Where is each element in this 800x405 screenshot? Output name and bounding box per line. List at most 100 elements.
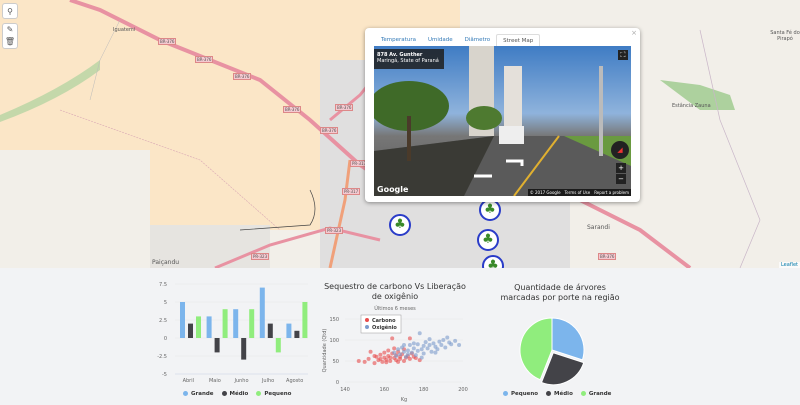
scatter-point[interactable] <box>402 349 406 354</box>
legend-item[interactable]: Pequeno <box>503 391 538 397</box>
legend-item[interactable]: Médio <box>221 391 248 397</box>
scatter-point[interactable] <box>415 342 420 347</box>
scatter-point[interactable] <box>427 343 432 348</box>
scatter-point[interactable] <box>386 348 391 353</box>
scatter-point[interactable] <box>378 356 383 361</box>
edit-icon[interactable]: ✎ <box>6 25 14 34</box>
scatter-point[interactable] <box>453 338 458 343</box>
scatter-point[interactable] <box>405 352 410 357</box>
scatter-point[interactable] <box>449 342 454 347</box>
map[interactable]: ⚲ ✎ 🗑 Iguatemi Paiçandu Sarandi Estância … <box>0 0 800 268</box>
tree-marker-icon[interactable]: ♣ <box>389 214 411 236</box>
zoom-out-button[interactable]: − <box>616 174 626 184</box>
tab-diametro[interactable]: Diâmetro <box>464 37 491 43</box>
scatter-point[interactable] <box>427 337 432 342</box>
scatter-point[interactable] <box>396 347 401 352</box>
scatter-point[interactable] <box>394 353 399 358</box>
pie-slice[interactable] <box>519 317 553 381</box>
scatter-point[interactable] <box>445 335 450 340</box>
scatter-point[interactable] <box>429 349 434 354</box>
bar[interactable] <box>294 330 300 338</box>
scatter-point[interactable] <box>407 336 412 341</box>
scatter-point[interactable] <box>372 361 377 366</box>
scatter-point[interactable] <box>396 359 401 364</box>
scatter-point[interactable] <box>421 351 426 356</box>
bar[interactable] <box>214 338 220 353</box>
scatter-point[interactable] <box>390 336 395 341</box>
scatter-point[interactable] <box>435 347 440 352</box>
legend-item[interactable]: Oxigênio <box>372 324 397 331</box>
scatter-point[interactable] <box>356 359 361 363</box>
scatter-point[interactable] <box>443 345 448 350</box>
bar[interactable] <box>241 338 247 360</box>
legend-item[interactable]: Pequeno <box>256 391 291 397</box>
zoom-in-button[interactable]: + <box>616 163 626 173</box>
marker-icon[interactable]: ⚲ <box>2 3 18 19</box>
scatter-point[interactable] <box>378 352 383 357</box>
tab-umidade[interactable]: Umidade <box>427 37 453 43</box>
scatter-point[interactable] <box>366 356 371 361</box>
bar[interactable] <box>188 323 193 338</box>
close-icon[interactable]: × <box>631 29 637 37</box>
bar[interactable] <box>233 309 239 338</box>
scatter-point[interactable] <box>441 338 446 342</box>
pie-slice[interactable] <box>551 317 585 361</box>
scatter-point[interactable] <box>388 355 393 360</box>
scatter-point[interactable] <box>407 356 412 361</box>
bar[interactable] <box>196 316 201 338</box>
scatter-point[interactable] <box>409 350 414 355</box>
scatter-point[interactable] <box>362 359 367 364</box>
scatter-point[interactable] <box>417 331 422 336</box>
bar[interactable] <box>206 316 212 338</box>
tab-street-map[interactable]: Street Map <box>496 34 541 47</box>
scatter-point[interactable] <box>421 343 426 348</box>
report-link[interactable]: Report a problem <box>594 190 629 195</box>
scatter-point[interactable] <box>382 350 387 355</box>
scatter-point[interactable] <box>439 343 444 348</box>
compass-icon[interactable]: ◢ <box>611 141 629 159</box>
scatter-point[interactable] <box>402 343 406 348</box>
bar[interactable] <box>222 309 228 338</box>
bar[interactable] <box>180 302 185 338</box>
scatter-point[interactable] <box>388 359 393 363</box>
scatter-point[interactable] <box>419 355 424 360</box>
tab-temperatura[interactable]: Temperatura <box>381 37 416 43</box>
terms-link[interactable]: Terms of Use <box>564 190 591 195</box>
scatter-point[interactable] <box>433 350 438 355</box>
scatter-point[interactable] <box>437 339 442 344</box>
scatter-point[interactable] <box>413 356 418 361</box>
scatter-point[interactable] <box>431 341 436 346</box>
scatter-point[interactable] <box>380 359 385 364</box>
bar[interactable] <box>302 302 308 338</box>
legend-item[interactable]: Carbono <box>372 318 396 324</box>
scatter-point[interactable] <box>425 346 430 351</box>
tree-marker-icon[interactable]: ♣ <box>477 229 499 251</box>
scatter-point[interactable] <box>419 347 424 352</box>
leaflet-attribution[interactable]: Leaflet <box>778 262 800 268</box>
bar[interactable] <box>286 323 292 338</box>
legend-item[interactable]: Médio <box>546 391 573 397</box>
scatter-point[interactable] <box>392 346 397 351</box>
scatter-point[interactable] <box>407 343 412 348</box>
scatter-point[interactable] <box>411 341 416 346</box>
scatter-point[interactable] <box>415 348 420 353</box>
scatter-point[interactable] <box>423 340 428 345</box>
scatter-point[interactable] <box>405 348 410 353</box>
legend-item[interactable]: Grande <box>183 391 214 397</box>
scatter-point[interactable] <box>368 349 373 354</box>
scatter-point[interactable] <box>413 353 418 358</box>
scatter-point[interactable] <box>457 343 462 348</box>
scatter-point[interactable] <box>411 346 416 351</box>
street-view[interactable]: 878 Av. Gunther Maringá, State of Paraná … <box>374 46 631 196</box>
scatter-point[interactable] <box>392 350 397 355</box>
scatter-point[interactable] <box>402 359 406 363</box>
tree-marker-icon[interactable]: ♣ <box>479 199 501 221</box>
legend-item[interactable]: Grande <box>580 391 611 397</box>
bar[interactable] <box>259 287 265 338</box>
tree-marker-icon[interactable]: ♣ <box>482 255 504 268</box>
scatter-point[interactable] <box>372 353 377 358</box>
trash-icon[interactable]: 🗑 <box>4 37 16 46</box>
fullscreen-icon[interactable]: ⛶ <box>618 50 628 60</box>
pie-slice[interactable] <box>540 352 585 386</box>
scatter-point[interactable] <box>384 360 389 365</box>
